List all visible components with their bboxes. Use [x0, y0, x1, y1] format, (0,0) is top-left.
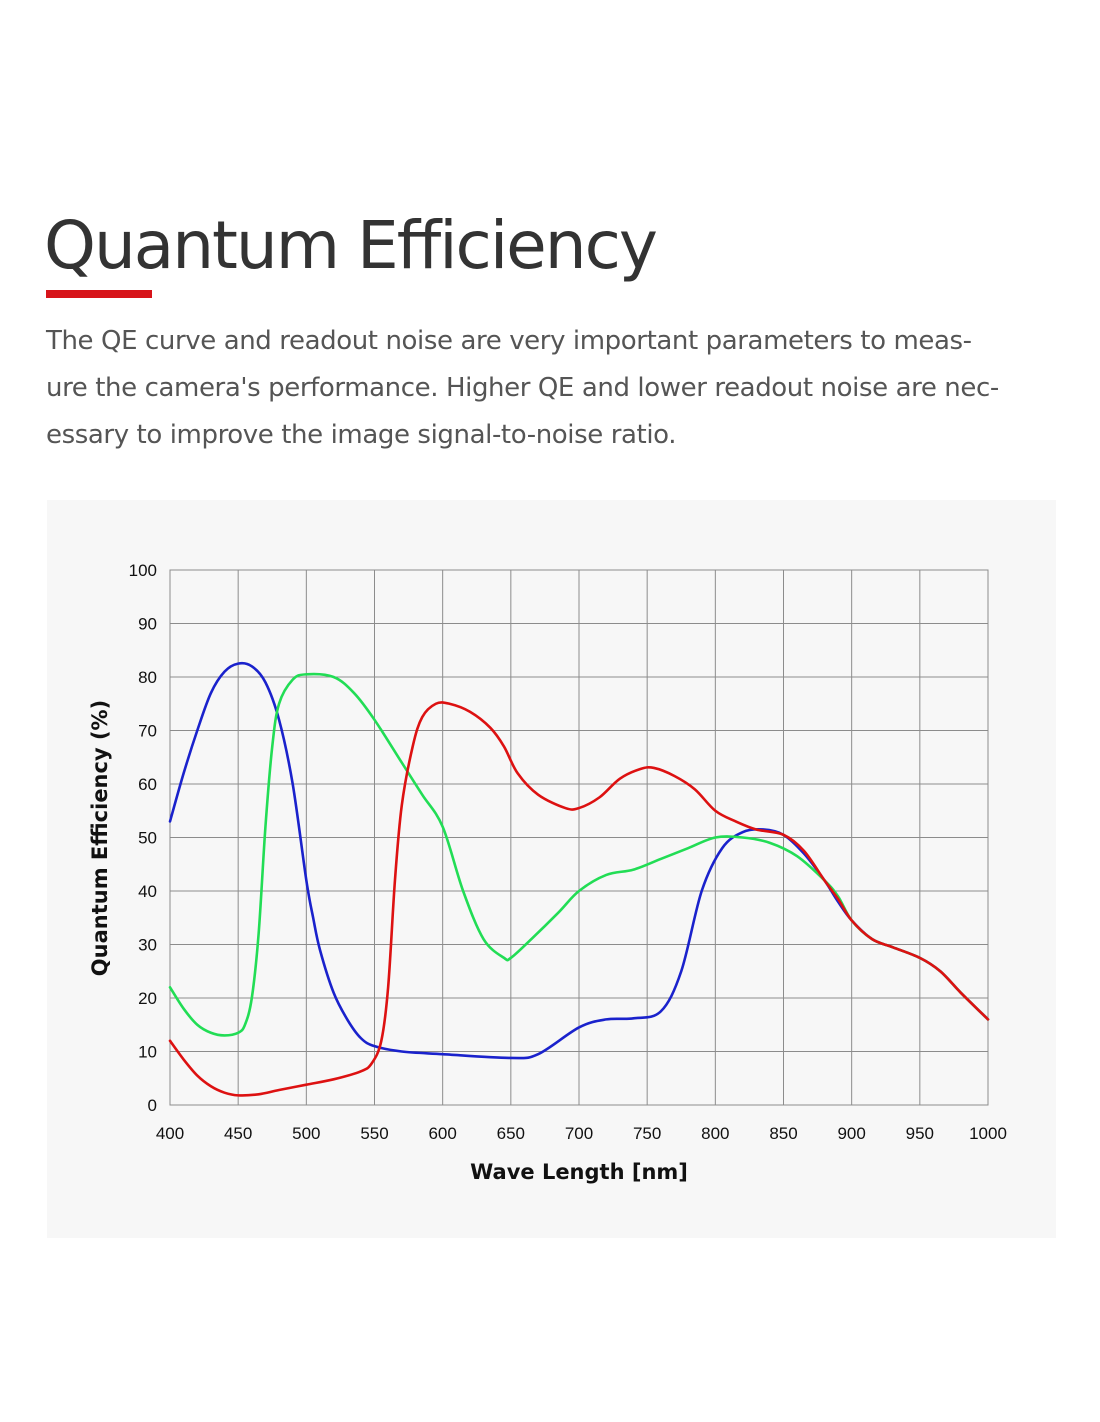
chart-panel: 400 450 500 550 600 650 700 750 800 850 900 950 1000…: [47, 500, 1056, 1238]
y-tick-label: 10: [138, 1043, 157, 1062]
x-tick-label: 950: [906, 1124, 934, 1143]
y-tick-label: 80: [138, 668, 157, 687]
intro-line: The QE curve and readout noise are very …: [46, 326, 972, 356]
y-tick-label: 100: [129, 561, 157, 580]
series-line-3: [168, 701, 990, 1097]
x-tick-label: 900: [837, 1124, 865, 1143]
series-line-2: [168, 672, 990, 1037]
x-tick-label: 750: [633, 1124, 661, 1143]
x-tick-label: 550: [360, 1124, 388, 1143]
intro-line: ure the camera's performance. Higher QE …: [46, 373, 999, 403]
grid: [169, 569, 989, 1106]
qe-chart: 400 450 500 550 600 650 700 750 800 850 900 950 1000…: [88, 561, 1007, 1184]
x-axis-title: Wave Length [nm]: [470, 1160, 688, 1184]
y-tick-label: 50: [138, 829, 157, 848]
x-tick-label: 1000: [969, 1124, 1007, 1143]
tick-labels: 400 450 500 550 600 650 700 750 800 850 900 950 1000…: [129, 561, 1007, 1143]
x-tick-label: 600: [428, 1124, 456, 1143]
plot-frame: [169, 569, 989, 1106]
x-tick-label: 650: [497, 1124, 525, 1143]
intro-paragraph: The QE curve and readout noise are very …: [46, 318, 1058, 459]
x-tick-label: 800: [701, 1124, 729, 1143]
y-tick-label: 40: [138, 882, 157, 901]
page-title: Quantum Efficiency: [44, 207, 658, 284]
y-tick-label: 0: [148, 1096, 157, 1115]
x-tick-label: 450: [224, 1124, 252, 1143]
y-tick-label: 20: [138, 989, 157, 1008]
x-tick-label: 400: [156, 1124, 184, 1143]
y-tick-label: 90: [138, 615, 157, 634]
y-axis-title: Quantum Efficiency (%): [88, 700, 112, 976]
y-tick-label: 70: [138, 722, 157, 741]
x-tick-label: 700: [565, 1124, 593, 1143]
x-tick-label: 850: [769, 1124, 797, 1143]
y-tick-label: 30: [138, 936, 157, 955]
x-tick-label: 500: [292, 1124, 320, 1143]
y-tick-label: 60: [138, 775, 157, 794]
series-lines: [168, 661, 990, 1097]
intro-line: essary to improve the image signal-to-no…: [46, 420, 677, 450]
title-underline: [46, 290, 152, 298]
